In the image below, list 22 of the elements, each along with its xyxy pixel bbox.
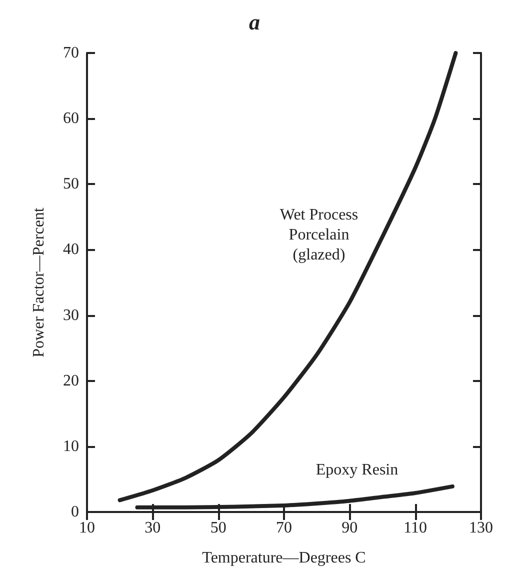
x-tick-label: 10 [79,520,95,536]
x-tick-label: 50 [210,520,226,536]
y-tick-label: 30 [63,306,79,324]
x-tick-label: 30 [144,520,161,536]
y-tick-label: 60 [63,110,79,128]
annotation: Epoxy Resin [316,462,398,478]
y-tick-label: 0 [71,504,79,520]
x-tick-label: 130 [469,520,493,536]
x-axis-title: Temperature—Degrees C [202,550,366,566]
x-tick-label: 70 [276,520,292,536]
y-tick-label: 70 [63,44,79,62]
line-series [135,484,454,510]
chart-title: a [249,10,260,34]
x-tick-label: 90 [342,520,358,536]
y-tick-label: 50 [63,176,79,193]
y-tick-label: 20 [63,372,79,390]
x-tick-label: 110 [404,520,428,536]
y-axis-title: Power Factor—Percent [30,207,48,358]
line-series [118,51,458,502]
y-tick-label: 40 [63,241,79,258]
y-tick-label: 10 [63,438,79,455]
annotation: Wet Process Porcelain (glazed) [280,206,358,264]
